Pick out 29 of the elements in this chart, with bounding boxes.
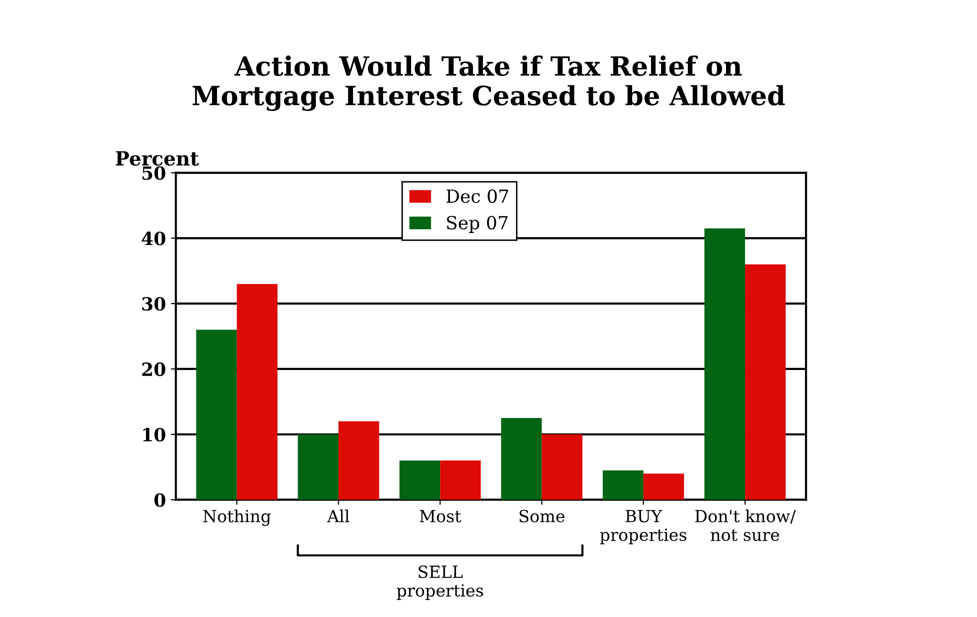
bar [704, 228, 746, 500]
bar [745, 264, 786, 500]
bar [338, 421, 380, 500]
x-tick-label: BUY properties [600, 510, 686, 544]
bar [501, 418, 542, 500]
bar [542, 434, 582, 500]
chart-title: Action Would Take if Tax Relief on Mortgage Interest Ceased to be Allowed [192, 56, 785, 111]
x-tick-label: Most [420, 510, 462, 522]
y-tick-label: 10 [143, 428, 166, 442]
text: SELL properties [396, 565, 484, 600]
bar [643, 474, 684, 500]
bar [196, 330, 237, 500]
y-tick-label: 0 [154, 493, 166, 507]
y-tick-label: 20 [142, 362, 166, 376]
y-tick-label: 50 [142, 166, 166, 180]
legend-label: Dec 07 [446, 189, 508, 203]
x-tick-label: Nothing [203, 509, 271, 526]
y-tick-label: 40 [142, 232, 166, 246]
y-axis-title: Percent [116, 151, 199, 166]
y-tick-label: 30 [142, 297, 166, 311]
bar [298, 434, 338, 500]
legend-label: Sep 07 [447, 216, 508, 233]
bar [399, 460, 440, 500]
x-tick-label: Don't know/ not sure [695, 509, 796, 542]
bar [602, 470, 644, 500]
x-tick-label: Some [520, 510, 564, 522]
bar [236, 284, 278, 500]
bar [440, 460, 481, 500]
x-tick-label: All [327, 509, 350, 522]
